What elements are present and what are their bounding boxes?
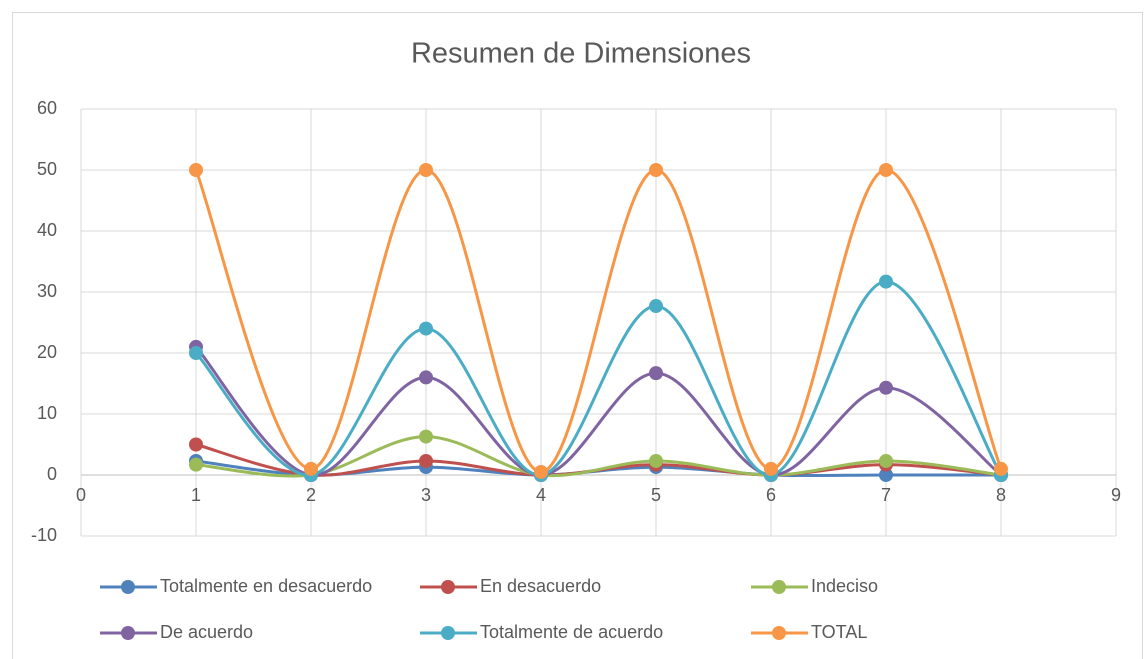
point xyxy=(419,429,433,444)
series-line xyxy=(194,280,1003,477)
x-tick-label: 3 xyxy=(421,485,431,505)
point xyxy=(879,163,893,177)
point xyxy=(189,163,203,177)
point xyxy=(649,366,663,381)
point xyxy=(879,380,893,395)
point xyxy=(189,346,203,360)
point xyxy=(879,453,893,468)
legend-label: TOTAL xyxy=(811,622,867,642)
point xyxy=(419,163,433,177)
legend-label: Totalmente en desacuerdo xyxy=(160,576,372,596)
point xyxy=(419,370,433,385)
legend-marker xyxy=(772,626,786,640)
series-line xyxy=(194,345,1002,477)
point xyxy=(534,464,548,479)
x-tick-label: 6 xyxy=(766,485,776,505)
legend-label: Totalmente de acuerdo xyxy=(480,622,663,642)
legend-label: De acuerdo xyxy=(160,622,253,642)
y-tick-label: 40 xyxy=(37,220,57,240)
x-tick-label: 4 xyxy=(536,485,546,505)
point xyxy=(304,461,318,476)
point xyxy=(764,461,778,476)
x-tick-label: 1 xyxy=(191,485,201,505)
y-tick-label: 60 xyxy=(37,98,57,118)
x-tick-label: 0 xyxy=(76,485,86,505)
chart-border xyxy=(12,12,1143,659)
point xyxy=(419,453,433,468)
series-line xyxy=(194,168,1003,474)
legend-marker xyxy=(441,626,455,640)
point xyxy=(879,274,893,289)
x-tick-label: 8 xyxy=(996,485,1006,505)
legend-marker xyxy=(121,580,135,594)
point xyxy=(649,163,663,177)
y-tick-label: 10 xyxy=(37,403,57,423)
y-tick-label: 0 xyxy=(47,464,57,484)
point xyxy=(649,453,663,468)
point xyxy=(189,437,203,452)
x-tick-label: 9 xyxy=(1111,485,1121,505)
legend-label: Indeciso xyxy=(811,576,878,596)
point xyxy=(879,468,893,482)
point xyxy=(994,461,1008,476)
legend-marker xyxy=(772,580,786,594)
x-tick-label: 7 xyxy=(881,485,891,505)
point xyxy=(649,299,663,314)
y-tick-label: -10 xyxy=(31,525,57,545)
legend-marker xyxy=(121,626,135,640)
legend-marker xyxy=(441,580,455,594)
legend-label: En desacuerdo xyxy=(480,576,601,596)
x-tick-label: 2 xyxy=(306,485,316,505)
point xyxy=(419,321,433,336)
y-tick-label: 30 xyxy=(37,281,57,301)
point xyxy=(189,457,203,472)
y-tick-label: 20 xyxy=(37,342,57,362)
x-tick-label: 5 xyxy=(651,485,661,505)
chart-title: Resumen de Dimensiones xyxy=(411,38,751,70)
y-tick-label: 50 xyxy=(37,159,57,179)
